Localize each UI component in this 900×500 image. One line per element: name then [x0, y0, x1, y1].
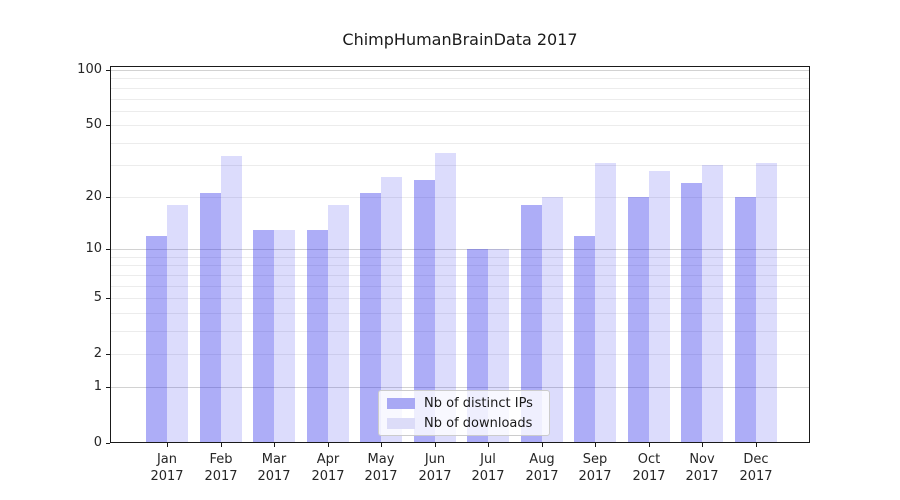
- y-tick-20: [106, 197, 110, 198]
- bar-dec-downloads: [756, 163, 777, 443]
- plot-area: Nb of distinct IPs Nb of downloads: [110, 66, 810, 443]
- y-tick-100: [106, 70, 110, 71]
- bar-feb-downloads: [221, 156, 242, 443]
- bar-oct-downloads: [649, 171, 670, 443]
- bar-jan-downloads: [167, 205, 188, 443]
- x-tick-oct: [649, 443, 650, 447]
- gridline-y-9: [110, 257, 810, 258]
- gridline-y-6: [110, 286, 810, 287]
- bar-jan-distinct-ips: [146, 236, 167, 443]
- x-tick-dec: [756, 443, 757, 447]
- y-tick-1: [106, 387, 110, 388]
- gridline-y-2: [110, 354, 810, 355]
- bar-nov-downloads: [702, 165, 723, 443]
- x-tick-nov: [702, 443, 703, 447]
- bar-mar-downloads: [274, 230, 295, 443]
- gridline-y-50: [110, 125, 810, 126]
- x-tick-may: [381, 443, 382, 447]
- gridline-y-8: [110, 265, 810, 266]
- gridline-y-10: [110, 249, 810, 250]
- gridline-y-100: [110, 70, 810, 71]
- legend-label-downloads: Nb of downloads: [424, 415, 533, 431]
- x-tick-label-aug: Aug 2017: [525, 452, 559, 484]
- x-tick-label-jul: Jul 2017: [471, 452, 505, 484]
- gridline-y-80: [110, 88, 810, 89]
- gridline-y-60: [110, 111, 810, 112]
- bar-sep-distinct-ips: [574, 236, 595, 443]
- x-tick-mar: [274, 443, 275, 447]
- legend: Nb of distinct IPs Nb of downloads: [378, 390, 550, 436]
- gridline-y-1: [110, 387, 810, 388]
- bar-apr-downloads: [328, 205, 349, 443]
- gridline-y-7: [110, 275, 810, 276]
- legend-item-downloads: Nb of downloads: [387, 415, 541, 432]
- gridline-y-30: [110, 165, 810, 166]
- x-tick-label-mar: Mar 2017: [257, 452, 291, 484]
- x-tick-label-oct: Oct 2017: [632, 452, 666, 484]
- bar-nov-distinct-ips: [681, 183, 702, 443]
- x-tick-label-sep: Sep 2017: [578, 452, 612, 484]
- bar-jun-downloads: [435, 153, 456, 443]
- gridline-y-70: [110, 99, 810, 100]
- chart-title: ChimpHumanBrainData 2017: [342, 30, 578, 49]
- x-tick-feb: [221, 443, 222, 447]
- x-tick-label-apr: Apr 2017: [311, 452, 345, 484]
- bar-apr-distinct-ips: [307, 230, 328, 443]
- x-tick-label-feb: Feb 2017: [204, 452, 238, 484]
- y-tick-2: [106, 354, 110, 355]
- y-tick-label-5: 5: [93, 290, 102, 305]
- x-tick-sep: [595, 443, 596, 447]
- bar-aug-distinct-ips: [521, 205, 542, 443]
- y-tick-10: [106, 249, 110, 250]
- legend-swatch-distinct-ips: [387, 397, 415, 409]
- x-tick-apr: [328, 443, 329, 447]
- y-tick-label-20: 20: [85, 189, 102, 204]
- gridline-y-40: [110, 143, 810, 144]
- bar-dec-distinct-ips: [735, 197, 756, 443]
- y-tick-label-50: 50: [85, 117, 102, 132]
- y-tick-0: [106, 443, 110, 444]
- gridline-y-3: [110, 331, 810, 332]
- bar-may-distinct-ips: [360, 193, 381, 443]
- x-tick-label-jun: Jun 2017: [418, 452, 452, 484]
- gridline-y-5: [110, 298, 810, 299]
- y-tick-5: [106, 298, 110, 299]
- x-tick-label-nov: Nov 2017: [685, 452, 719, 484]
- x-tick-jul: [488, 443, 489, 447]
- x-tick-aug: [542, 443, 543, 447]
- bar-sep-downloads: [595, 163, 616, 443]
- y-tick-label-2: 2: [93, 346, 102, 361]
- gridline-y-90: [110, 78, 810, 79]
- bar-aug-downloads: [542, 197, 563, 443]
- y-tick-label-1: 1: [93, 379, 102, 394]
- legend-item-distinct-ips: Nb of distinct IPs: [387, 395, 541, 412]
- bar-jun-distinct-ips: [414, 180, 435, 443]
- legend-swatch-downloads: [387, 417, 415, 429]
- x-tick-jun: [435, 443, 436, 447]
- bar-oct-distinct-ips: [628, 197, 649, 443]
- x-tick-jan: [167, 443, 168, 447]
- y-tick-label-10: 10: [85, 241, 102, 256]
- y-tick-label-100: 100: [77, 62, 102, 77]
- y-tick-label-0: 0: [93, 435, 102, 450]
- bar-may-downloads: [381, 177, 402, 443]
- y-tick-50: [106, 125, 110, 126]
- gridline-y-20: [110, 197, 810, 198]
- gridline-y-4: [110, 313, 810, 314]
- bar-feb-distinct-ips: [200, 193, 221, 443]
- x-tick-label-jan: Jan 2017: [150, 452, 184, 484]
- bar-mar-distinct-ips: [253, 230, 274, 443]
- x-tick-label-dec: Dec 2017: [739, 452, 773, 484]
- x-tick-label-may: May 2017: [364, 452, 398, 484]
- legend-label-distinct-ips: Nb of distinct IPs: [424, 395, 533, 411]
